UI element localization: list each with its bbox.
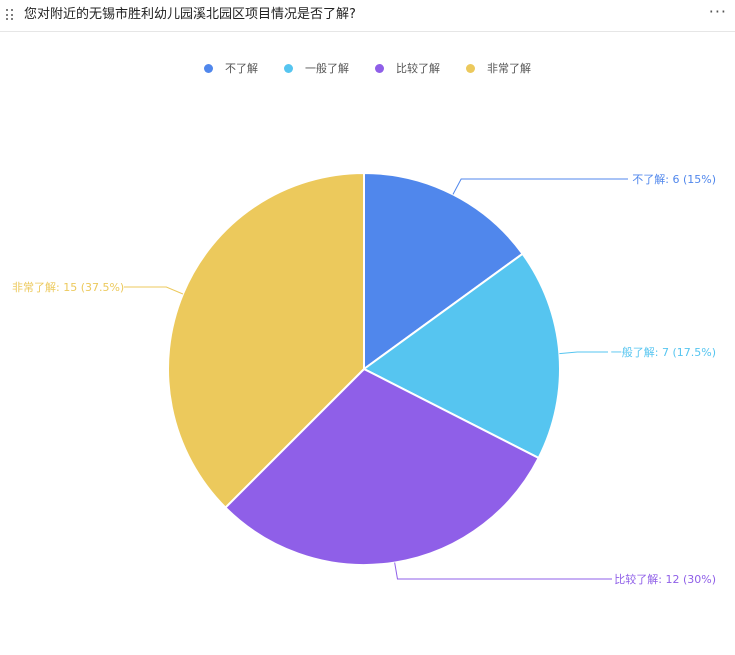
leader-line-0	[452, 178, 628, 195]
leader-line-2	[394, 562, 612, 580]
legend-item-2[interactable]: 比较了解	[375, 60, 440, 76]
slice-label-3: 非常了解: 15 (37.5%)	[12, 280, 124, 294]
slice-label-2: 比较了解: 12 (30%)	[614, 572, 716, 586]
legend-item-0[interactable]: 不了解	[204, 60, 258, 76]
legend-item-3[interactable]: 非常了解	[466, 60, 531, 76]
chart-title: 您对附近的无锡市胜利幼儿园溪北园区项目情况是否了解?	[24, 7, 356, 22]
chart-legend: 不了解 一般了解 比较了解 非常了解	[0, 60, 735, 76]
slice-label-1: 一般了解: 7 (17.5%)	[611, 345, 716, 359]
legend-swatch	[284, 63, 293, 73]
slice-label-0: 不了解: 6 (15%)	[632, 172, 716, 186]
chart-header: 您对附近的无锡市胜利幼儿园溪北园区项目情况是否了解? ···	[0, 0, 735, 32]
legend-label: 比较了解	[396, 62, 440, 75]
legend-item-1[interactable]: 一般了解	[284, 60, 349, 76]
drag-handle-icon[interactable]	[6, 9, 14, 21]
legend-label: 非常了解	[487, 62, 531, 75]
pie-slice-0[interactable]	[363, 171, 524, 371]
legend-label: 一般了解	[305, 62, 349, 75]
pie-slice-2[interactable]	[223, 367, 540, 566]
legend-swatch	[204, 63, 213, 73]
leader-line-3	[124, 286, 184, 295]
pie-slice-1[interactable]	[362, 252, 561, 460]
leader-line-1	[559, 351, 608, 355]
legend-swatch	[466, 63, 475, 73]
legend-label: 不了解	[225, 62, 258, 75]
legend-swatch	[375, 63, 384, 73]
more-options-icon[interactable]: ···	[708, 2, 727, 21]
